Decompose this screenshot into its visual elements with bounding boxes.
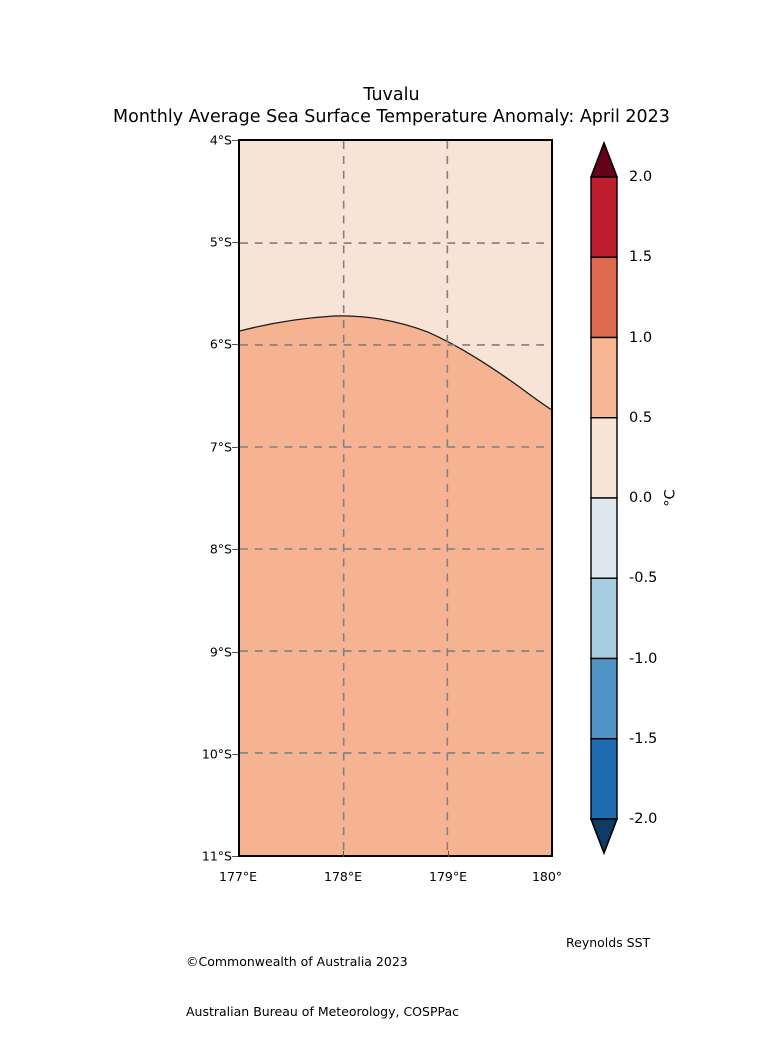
colorbar-band-0p0-0p5: [590, 417, 618, 499]
colorbar-band-m2p0-m1p5: [590, 738, 618, 820]
colorbar-tick-0p5: 0.5: [629, 410, 653, 426]
region-0p5-to-1p0: [240, 315, 551, 855]
colorbar-band-0p5-1p0: [590, 336, 618, 419]
colorbar-svg: [589, 140, 619, 856]
colorbar-band-m0p5-0p0: [590, 497, 618, 579]
colorbar-bands: [590, 176, 618, 820]
colorbar-band-1p0-1p5: [590, 256, 618, 339]
x-tick-178e: [343, 851, 344, 857]
y-axis-label-6s: 6°S: [209, 336, 232, 352]
footer-copyright: ©Commonwealth of Australia 2023: [186, 953, 408, 969]
colorbar-band-1p5-2p0: [590, 176, 618, 258]
footer-data-source: Reynolds SST: [566, 935, 651, 950]
y-axis-label-8s: 8°S: [209, 541, 232, 557]
gridlines-horizontal: [240, 242, 551, 754]
footer-attribution: ©Commonwealth of Australia 2023 Australi…: [186, 920, 459, 1055]
contour-line-0p5: [240, 315, 551, 411]
colorbar-tick-m0p5: -0.5: [629, 570, 658, 586]
colorbar-under-arrow: [589, 818, 619, 856]
x-axis-label-177e: 177°E: [218, 869, 258, 884]
y-tick-8s: [232, 549, 238, 550]
y-axis-label-7s: 7°S: [209, 439, 232, 455]
map-plot-area[interactable]: [238, 139, 553, 857]
x-tick-179e: [448, 851, 449, 857]
y-axis-label-11s: 11°S: [201, 848, 232, 864]
chart-title: Tuvalu Monthly Average Sea Surface Tempe…: [0, 84, 783, 129]
y-axis-label-4s: 4°S: [209, 132, 232, 148]
y-tick-5s: [232, 242, 238, 243]
footer-agency: Australian Bureau of Meteorology, COSPPa…: [186, 1004, 459, 1020]
colorbar-over-arrow: [589, 140, 619, 178]
y-tick-7s: [232, 447, 238, 448]
colorbar-tick-m2p0: -2.0: [629, 811, 658, 827]
map-contour-svg: [240, 141, 551, 855]
x-axis-label-180: 180°: [531, 869, 563, 884]
colorbar[interactable]: [589, 139, 619, 857]
colorbar-tick-2p0: 2.0: [629, 169, 653, 185]
title-line-region: Tuvalu: [363, 85, 420, 105]
colorbar-tick-1p5: 1.5: [629, 249, 653, 265]
y-axis-label-10s: 10°S: [201, 746, 232, 762]
colorbar-tick-m1p0: -1.0: [629, 651, 658, 667]
colorbar-tick-0p0: 0.0: [629, 490, 653, 506]
colorbar-tick-1p0: 1.0: [629, 330, 653, 346]
y-axis-label-9s: 9°S: [209, 644, 232, 660]
title-line-variable: Monthly Average Sea Surface Temperature …: [113, 107, 670, 128]
x-axis-label-179e: 179°E: [428, 869, 468, 884]
colorbar-band-m1p5-m1p0: [590, 657, 618, 740]
y-tick-11s: [232, 856, 238, 857]
x-axis-label-178e: 178°E: [323, 869, 363, 884]
colorbar-tick-m1p5: -1.5: [629, 731, 658, 747]
colorbar-band-m1p0-m0p5: [590, 577, 618, 660]
colorbar-unit-label: °C: [662, 489, 679, 507]
y-tick-6s: [232, 344, 238, 345]
y-tick-10s: [232, 754, 238, 755]
y-tick-4s: [232, 140, 238, 141]
y-axis-label-5s: 5°S: [209, 234, 232, 250]
y-tick-9s: [232, 652, 238, 653]
